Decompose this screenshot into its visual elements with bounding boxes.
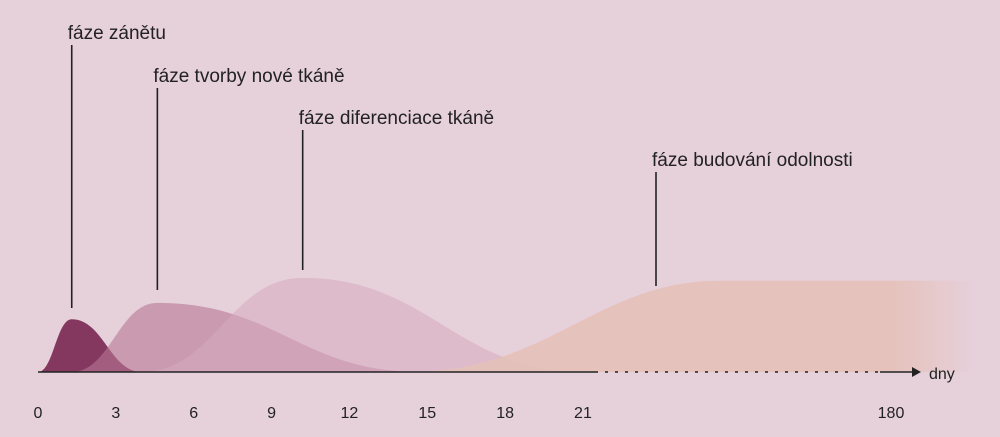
axis-unit-label: dny bbox=[929, 366, 955, 383]
x-tick-label: 0 bbox=[34, 405, 43, 422]
phase-label-2: fáze tvorby nové tkáně bbox=[153, 66, 344, 87]
x-tick-label: 12 bbox=[341, 405, 359, 422]
x-tick-label: 9 bbox=[267, 405, 276, 422]
phase-label-1: fáze zánětu bbox=[68, 23, 166, 44]
phase-label-3: fáze diferenciace tkáně bbox=[299, 108, 494, 129]
x-tick-label: 3 bbox=[111, 405, 120, 422]
x-tick-label: 18 bbox=[496, 405, 514, 422]
x-tick-label: 180 bbox=[878, 405, 905, 422]
axis-arrow-icon bbox=[912, 367, 921, 377]
x-tick-label: 15 bbox=[418, 405, 436, 422]
phase-label-4: fáze budování odolnosti bbox=[652, 150, 853, 171]
phase-area-3 bbox=[141, 277, 583, 372]
x-tick-label: 21 bbox=[574, 405, 592, 422]
x-tick-label: 6 bbox=[189, 405, 198, 422]
x-axis: dny bbox=[38, 366, 955, 383]
phase-area-4 bbox=[409, 280, 976, 372]
